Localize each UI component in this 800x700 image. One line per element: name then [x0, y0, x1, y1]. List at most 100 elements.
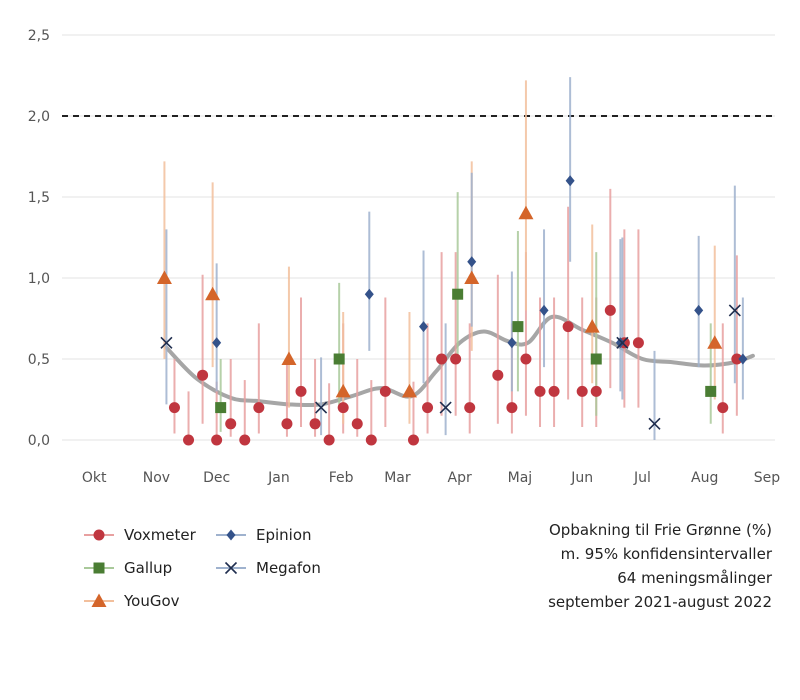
voxmeter-point — [464, 402, 476, 414]
voxmeter-point — [309, 418, 321, 430]
voxmeter-point — [548, 385, 560, 397]
yougov-point — [518, 205, 534, 220]
x-tick-label: Maj — [508, 470, 533, 486]
megafon-point — [648, 417, 661, 430]
voxmeter-point — [323, 434, 335, 446]
voxmeter-point — [731, 353, 743, 365]
voxmeter-point — [337, 402, 349, 414]
x-tick-labels: Okt Nov Dec Jan Feb Mar Apr Maj Jun Jul Aug Sep — [82, 470, 780, 486]
yougov-point — [464, 270, 480, 284]
chart-caption: Opbakning til Frie Grønne (%) m. 95% kon… — [548, 518, 772, 614]
voxmeter-point — [183, 434, 195, 446]
voxmeter-point — [604, 304, 616, 316]
yougov-point — [707, 335, 723, 349]
voxmeter-point — [168, 402, 180, 414]
x-tick-label: Dec — [203, 470, 230, 486]
voxmeter-point — [590, 385, 602, 397]
caption-line-4: september 2021-august 2022 — [548, 593, 772, 611]
megafon-point — [439, 401, 452, 414]
legend-symbol-stroke — [224, 561, 238, 575]
x-tick-label: Jan — [267, 470, 290, 486]
x-tick-label: Mar — [384, 470, 411, 486]
legend-item-yougov: YouGov — [82, 590, 180, 612]
epinion-point — [467, 256, 477, 268]
voxmeter-point — [492, 369, 504, 381]
epinion-point — [694, 304, 704, 316]
epinion-point — [419, 321, 429, 333]
confidence-intervals — [163, 77, 744, 440]
x-tick-label: Apr — [448, 470, 472, 486]
gallup-point — [452, 288, 464, 300]
epinion-point — [539, 304, 549, 316]
megafon-point-stroke — [439, 401, 452, 414]
legend-symbol — [93, 529, 105, 541]
legend-marker-megafon — [216, 561, 246, 575]
grid-lines — [62, 34, 775, 441]
megafon-point — [315, 401, 328, 414]
caption-line-1: Opbakning til Frie Grønne (%) — [549, 521, 772, 539]
voxmeter-point — [717, 402, 729, 414]
gallup-point — [333, 353, 345, 365]
y-tick-label: 1,5 — [28, 190, 50, 206]
megafon-point-stroke — [728, 304, 741, 317]
megafon-point-stroke — [315, 401, 328, 414]
x-tick-label: Jun — [570, 470, 593, 486]
epinion-point — [738, 353, 748, 365]
voxmeter-point — [211, 434, 223, 446]
yougov-point — [205, 286, 221, 301]
voxmeter-point — [506, 402, 518, 414]
voxmeter-point — [197, 369, 209, 381]
legend-symbol — [226, 529, 236, 541]
legend-label: Epinion — [256, 526, 312, 544]
gallup-point — [512, 321, 524, 333]
legend-label: Megafon — [256, 559, 321, 577]
yougov-point — [401, 383, 417, 398]
megafon-point — [728, 304, 741, 317]
yougov-point — [281, 351, 297, 365]
legend-marker-gallup — [84, 562, 114, 574]
epinion-point — [364, 288, 374, 300]
voxmeter-point — [576, 385, 588, 397]
legend-label: YouGov — [124, 592, 180, 610]
x-tick-label: Aug — [691, 470, 718, 486]
voxmeter-point — [422, 402, 434, 414]
legend-marker-epinion — [216, 529, 246, 541]
y-tick-label: 1,0 — [28, 271, 50, 287]
epinion-point — [565, 175, 575, 187]
legend-item-gallup: Gallup — [82, 557, 172, 579]
y-tick-labels: 0,0 0,5 1,0 1,5 2,0 2,5 — [28, 28, 50, 449]
y-tick-label: 2,0 — [28, 109, 50, 125]
voxmeter-point — [407, 434, 419, 446]
voxmeter-point — [520, 353, 532, 365]
caption-line-2: m. 95% konfidensintervaller — [560, 545, 772, 563]
voxmeter-point — [225, 418, 237, 430]
megafon-point — [616, 336, 629, 349]
megafon-point-stroke — [616, 336, 629, 349]
voxmeter-point — [351, 418, 363, 430]
voxmeter-point — [379, 385, 391, 397]
legend-symbol — [91, 593, 107, 607]
legend-marker-yougov — [84, 593, 114, 607]
y-tick-label: 0,5 — [28, 352, 50, 368]
voxmeter-point — [253, 402, 265, 414]
yougov-point — [156, 270, 172, 284]
epinion-point — [507, 337, 517, 349]
legend-symbol — [224, 561, 238, 575]
megafon-point-stroke — [648, 417, 661, 430]
voxmeter-point — [239, 434, 251, 446]
voxmeter-point — [295, 385, 307, 397]
voxmeter-point — [365, 434, 377, 446]
megafon-point — [160, 336, 173, 349]
caption-line-3: 64 meningsmålinger — [617, 569, 772, 587]
voxmeter-point — [436, 353, 448, 365]
x-tick-label: Feb — [329, 470, 354, 486]
x-tick-label: Nov — [143, 470, 170, 486]
x-tick-label: Okt — [82, 470, 107, 486]
legend-label: Gallup — [124, 559, 173, 577]
data-points — [156, 175, 748, 446]
x-tick-label: Sep — [754, 470, 781, 486]
gallup-point — [705, 385, 717, 397]
legend-item-voxmeter: Voxmeter — [82, 524, 196, 546]
epinion-point — [212, 337, 222, 349]
y-tick-label: 2,5 — [28, 28, 50, 44]
